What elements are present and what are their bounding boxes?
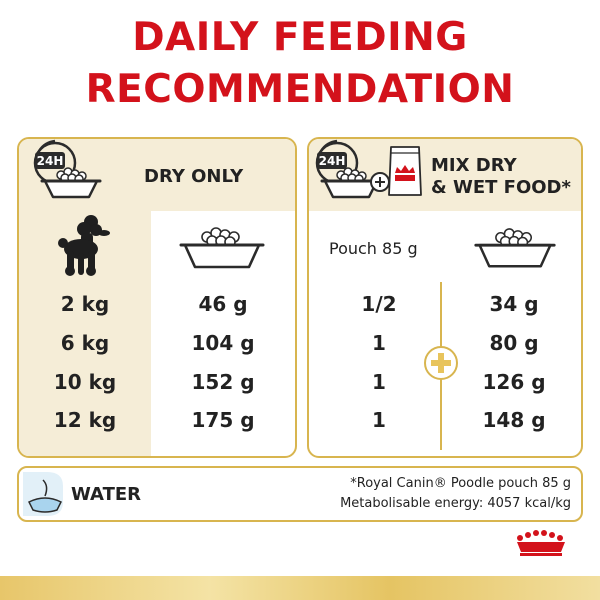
water-bowl-icon <box>23 472 63 516</box>
poodle-silhouette-icon <box>58 215 110 276</box>
pouch-qty-row-4: 1 <box>372 408 386 432</box>
mix-dry-row-3: 126 g <box>482 370 546 394</box>
mix-dry-row-1: 34 g <box>489 292 539 316</box>
pouch-qty-row-3: 1 <box>372 370 386 394</box>
plus-icon <box>424 346 458 380</box>
mix-label-line-1: MIX DRY <box>431 155 517 176</box>
weight-10kg: 10 kg <box>53 370 117 394</box>
dry-only-label: DRY ONLY <box>144 166 244 187</box>
mix-dry-row-2: 80 g <box>489 331 539 355</box>
dry-amount-2kg: 46 g <box>198 292 248 316</box>
water-panel: WATER *Royal Canin® Poodle pouch 85 g Me… <box>17 466 583 522</box>
dry-amount-6kg: 104 g <box>191 331 255 355</box>
dry-only-panel: 24H DRY ONLY <box>17 137 297 458</box>
bowl-icon <box>474 228 556 268</box>
title-line-1: DAILY FEEDING <box>132 15 468 60</box>
water-label: WATER <box>71 484 142 505</box>
bowl-icon <box>179 227 265 269</box>
mix-dry-row-4: 148 g <box>482 408 546 432</box>
mix-panel: 24H MIX DRY & WET FOOD* Pouch 85 g <box>307 137 583 458</box>
weight-12kg: 12 kg <box>53 408 117 432</box>
pouch-icon <box>388 146 422 196</box>
mix-label-line-2: & WET FOOD* <box>431 177 571 198</box>
svg-text:24H: 24H <box>319 154 346 168</box>
weight-2kg: 2 kg <box>60 292 110 316</box>
pouch-qty-row-1: 1/2 <box>361 292 397 316</box>
svg-text:24H: 24H <box>37 154 64 168</box>
title-line-2: RECOMMENDATION <box>85 67 515 112</box>
footnote-energy: Metabolisable energy: 4057 kcal/kg <box>340 496 571 511</box>
footnote-pouch: *Royal Canin® Poodle pouch 85 g <box>350 476 571 491</box>
weight-6kg: 6 kg <box>60 331 110 355</box>
pouch-label: Pouch 85 g <box>329 239 418 258</box>
bowl-icon <box>40 167 102 199</box>
bottom-gold-bar <box>0 576 600 600</box>
pouch-qty-row-2: 1 <box>372 331 386 355</box>
dry-amount-10kg: 152 g <box>191 370 255 394</box>
dry-amount-12kg: 175 g <box>191 408 255 432</box>
clock-icon: 24H <box>33 139 77 185</box>
royal-canin-crown-logo <box>517 530 565 556</box>
